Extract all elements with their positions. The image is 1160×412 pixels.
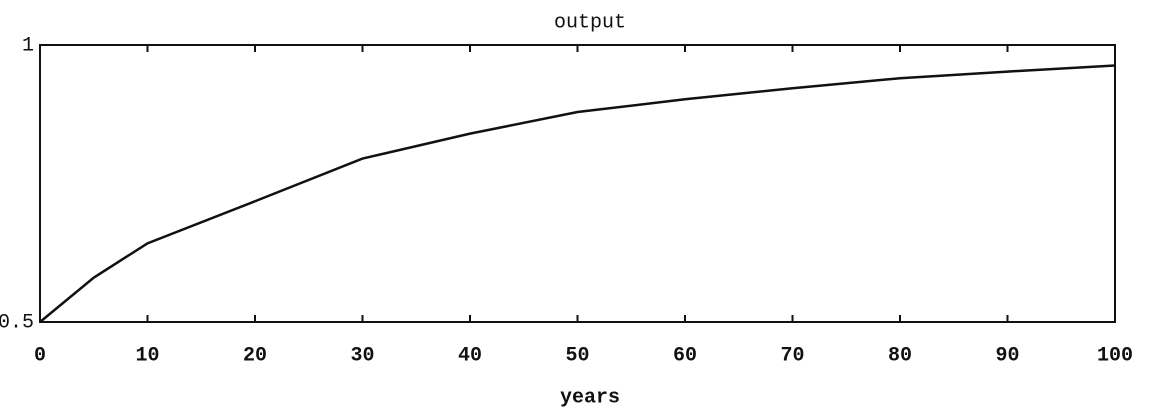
line — [39, 64, 1116, 323]
x-tick-label: 0 — [34, 344, 46, 367]
chart-title: output — [554, 11, 626, 34]
x-tick-label: 70 — [780, 344, 804, 367]
x-tick-label: 80 — [888, 344, 912, 367]
y-tick-label: 0.5 — [0, 311, 34, 334]
x-tick-label: 100 — [1097, 344, 1133, 367]
x-tick-label: 40 — [458, 344, 482, 367]
x-tick-label: 50 — [565, 344, 589, 367]
x-tick-label: 20 — [243, 344, 267, 367]
plot-frame — [39, 44, 1116, 323]
x-tick-label: 60 — [673, 344, 697, 367]
x-tick-label: 90 — [995, 344, 1019, 367]
x-tick-label: 30 — [350, 344, 374, 367]
y-tick-label: 1 — [22, 34, 34, 57]
x-tick-label: 10 — [135, 344, 159, 367]
x-axis-label: years — [560, 386, 620, 409]
